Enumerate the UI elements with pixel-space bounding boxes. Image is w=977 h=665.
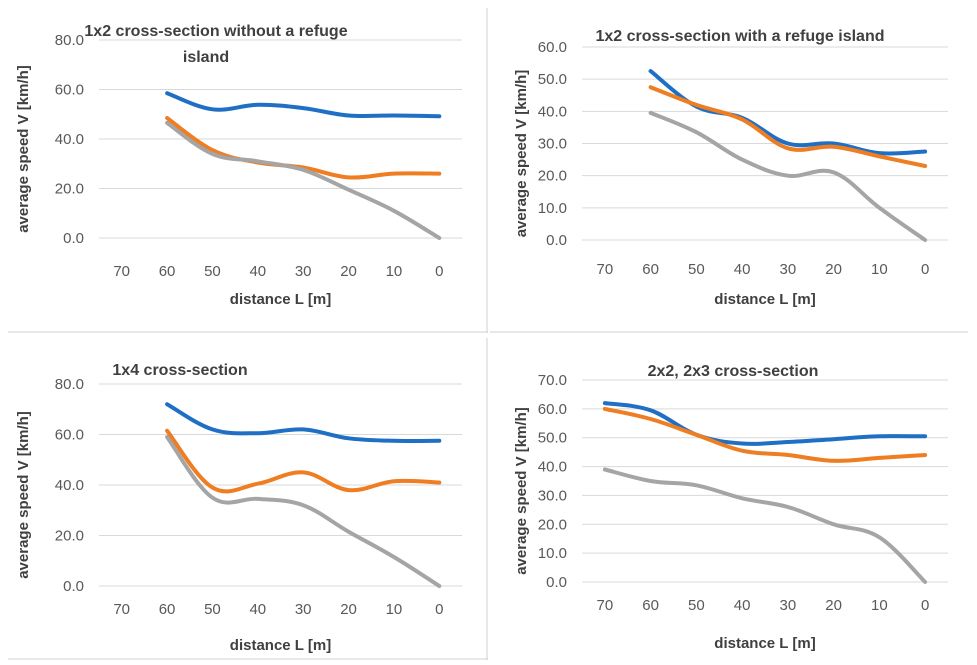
- x-tick-label: 70: [597, 261, 614, 278]
- x-tick-label: 40: [249, 601, 266, 618]
- y-tick-label: 50.0: [538, 71, 567, 88]
- x-tick-label: 60: [642, 261, 659, 278]
- y-axis-label: average speed V [km/h]: [15, 65, 32, 233]
- y-tick-label: 10.0: [538, 200, 567, 217]
- series-line-1: [165, 402, 442, 444]
- series-line-1: [165, 91, 442, 119]
- chart-title: 1x2 cross-section without a refuge: [84, 23, 347, 40]
- y-tick-label: 10.0: [538, 545, 567, 562]
- x-tick-label: 60: [159, 263, 176, 280]
- y-tick-label: 40.0: [55, 477, 84, 494]
- series-line-3: [648, 110, 928, 242]
- x-tick-label: 50: [688, 261, 705, 278]
- series-line-2: [165, 428, 442, 494]
- x-tick-label: 60: [159, 601, 176, 618]
- chart-4-svg: 0.0 10.0 20.0 30.0 40.0 50.0 60.0 70.0 70 60 50 40 3…: [513, 363, 948, 652]
- x-axis-label: distance L [m]: [230, 637, 331, 654]
- y-tick-label: 60.0: [538, 401, 567, 418]
- series-line-2: [648, 85, 928, 168]
- y-tick-label: 0.0: [546, 574, 567, 591]
- series-line-3: [602, 467, 928, 584]
- y-tick-label: 40.0: [538, 103, 567, 120]
- x-tick-label: 20: [340, 263, 357, 280]
- x-tick-label: 20: [825, 261, 842, 278]
- y-tick-label: 0.0: [546, 232, 567, 249]
- chart-title: island: [183, 49, 229, 66]
- y-axis-label: average speed V [km/h]: [513, 407, 530, 575]
- x-tick-label: 10: [871, 597, 888, 614]
- x-axis-label: distance L [m]: [230, 291, 331, 308]
- series-line-1: [648, 69, 928, 156]
- series-line-2: [165, 116, 442, 180]
- chart-panel-4: 0.0 10.0 20.0 30.0 40.0 50.0 60.0 70.0 70 60 50 40 3…: [490, 338, 968, 660]
- x-tick-label: 50: [204, 601, 221, 618]
- y-tick-label: 20.0: [55, 528, 84, 545]
- chart-title: 1x2 cross-section with a refuge island: [596, 28, 885, 45]
- y-tick-label: 20.0: [538, 168, 567, 185]
- y-tick-label: 20.0: [538, 516, 567, 533]
- y-axis-label: average speed V [km/h]: [513, 70, 530, 238]
- x-tick-label: 30: [780, 597, 797, 614]
- y-tick-label: 60.0: [55, 82, 84, 99]
- series-line-3: [165, 435, 442, 588]
- y-tick-label: 30.0: [538, 136, 567, 153]
- x-tick-label: 0: [435, 263, 443, 280]
- x-tick-label: 50: [688, 597, 705, 614]
- y-tick-label: 40.0: [55, 131, 84, 148]
- y-tick-label: 80.0: [55, 32, 84, 49]
- x-tick-label: 40: [734, 597, 751, 614]
- x-tick-label: 10: [871, 261, 888, 278]
- series-line-2: [602, 406, 928, 463]
- chart-title: 1x4 cross-section: [112, 362, 247, 379]
- y-tick-label: 30.0: [538, 487, 567, 504]
- y-tick-label: 80.0: [55, 376, 84, 393]
- chart-panel-2: 0.0 10.0 20.0 30.0 40.0 50.0 60.0 70 60 50 40 30 20 1…: [490, 8, 968, 333]
- x-tick-label: 30: [295, 601, 312, 618]
- chart-3-svg: 0.0 20.0 40.0 60.0 80.0 70 60 50 40 30 20 10 0 1x4 cr…: [8, 338, 488, 660]
- x-tick-label: 0: [435, 601, 443, 618]
- x-tick-label: 40: [249, 263, 266, 280]
- x-axis-label: distance L [m]: [714, 291, 815, 308]
- x-tick-label: 30: [295, 263, 312, 280]
- y-tick-label: 60.0: [55, 427, 84, 444]
- x-tick-label: 20: [825, 597, 842, 614]
- x-tick-label: 30: [780, 261, 797, 278]
- chart-title: 2x2, 2x3 cross-section: [648, 363, 819, 380]
- chart-panel-1: 0.0 20.0 40.0 60.0 80.0 70 60 50 40 30 20 10 0 1x2 cr…: [8, 8, 488, 333]
- x-tick-label: 0: [921, 261, 929, 278]
- y-tick-label: 20.0: [55, 181, 84, 198]
- y-tick-label: 60.0: [538, 39, 567, 56]
- x-tick-label: 0: [921, 597, 929, 614]
- series-line-3: [165, 120, 442, 240]
- x-tick-label: 60: [642, 597, 659, 614]
- x-tick-label: 50: [204, 263, 221, 280]
- y-tick-label: 70.0: [538, 372, 567, 389]
- x-tick-label: 70: [597, 597, 614, 614]
- chart-panel-3: 0.0 20.0 40.0 60.0 80.0 70 60 50 40 30 20 10 0 1x4 cr…: [8, 338, 488, 660]
- series-line-1: [602, 401, 928, 446]
- y-tick-label: 0.0: [63, 578, 84, 595]
- x-tick-label: 20: [340, 601, 357, 618]
- x-tick-label: 10: [386, 601, 403, 618]
- x-tick-label: 70: [113, 601, 130, 618]
- x-tick-label: 70: [113, 263, 130, 280]
- y-tick-label: 50.0: [538, 430, 567, 447]
- y-tick-label: 40.0: [538, 459, 567, 476]
- x-axis-label: distance L [m]: [714, 635, 815, 652]
- x-tick-label: 40: [734, 261, 751, 278]
- y-axis-label: average speed V [km/h]: [15, 411, 32, 579]
- y-tick-label: 0.0: [63, 230, 84, 247]
- x-tick-label: 10: [386, 263, 403, 280]
- chart-1-svg: 0.0 20.0 40.0 60.0 80.0 70 60 50 40 30 20 10 0 1x2 cr…: [8, 8, 488, 333]
- chart-2-svg: 0.0 10.0 20.0 30.0 40.0 50.0 60.0 70 60 50 40 30 20 1…: [490, 28, 968, 333]
